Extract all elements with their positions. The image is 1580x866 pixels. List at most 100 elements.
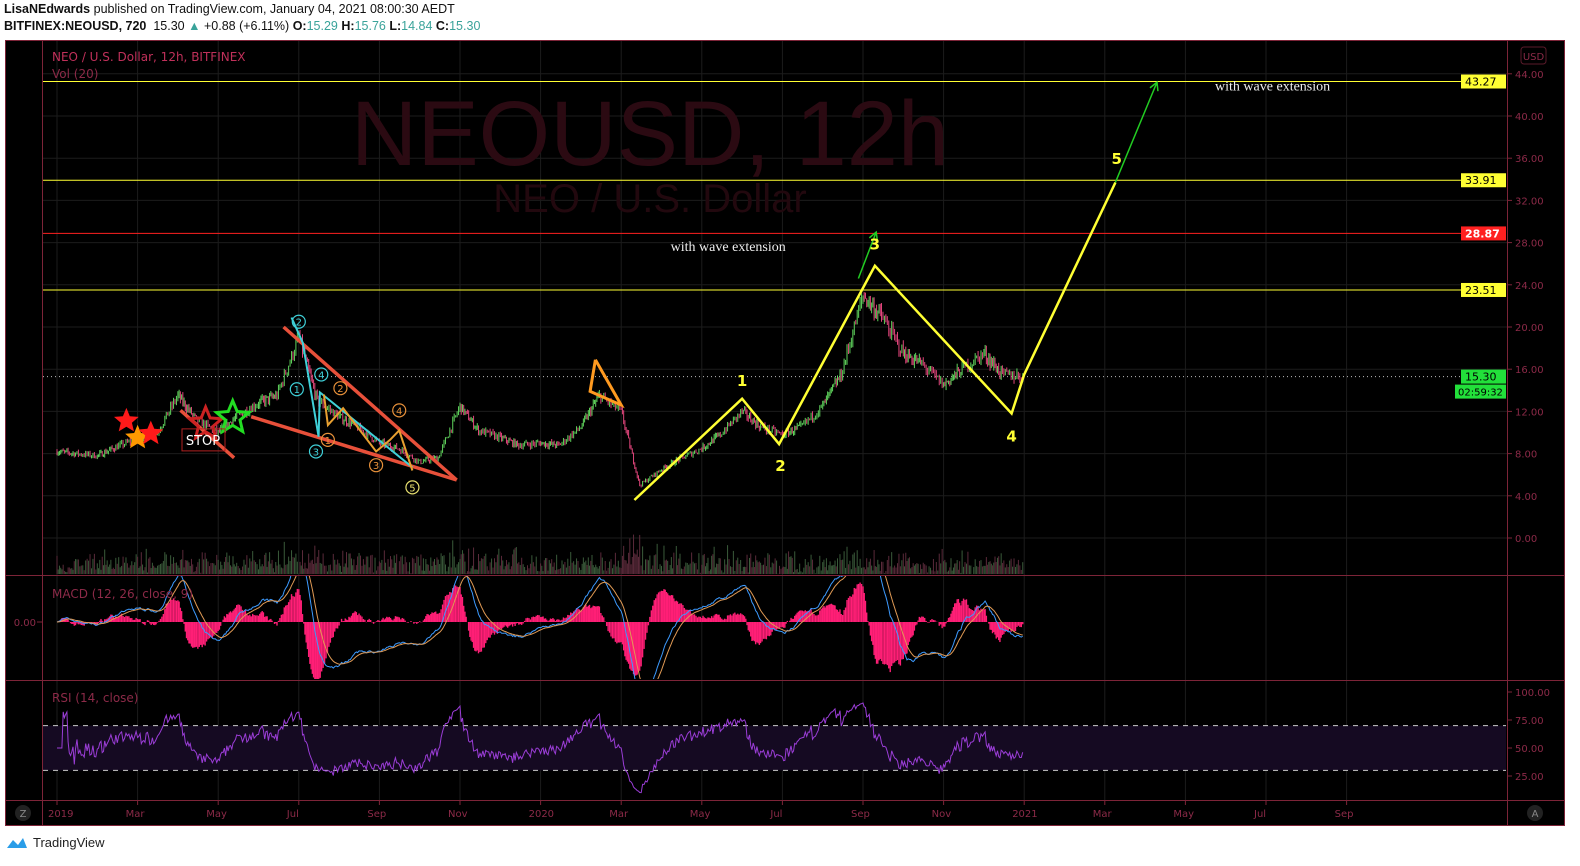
volume-bar [420, 554, 422, 574]
stop-label: STOP [186, 434, 220, 449]
volume-bar [381, 559, 383, 574]
volume-bar [203, 559, 205, 574]
volume-bar [292, 557, 294, 574]
volume-bar [961, 550, 963, 574]
volume-bar [474, 569, 476, 574]
volume-bar [661, 565, 662, 574]
volume-bar [791, 557, 793, 574]
volume-bar [213, 563, 215, 574]
volume-bar [677, 565, 679, 574]
level-price-label: 33.91 [1465, 174, 1497, 187]
volume-bar [988, 562, 990, 574]
volume-bar [945, 562, 947, 574]
volume-bar [291, 550, 293, 574]
volume-bar [810, 554, 812, 574]
open-label: O: [292, 19, 307, 33]
volume-bar [368, 567, 370, 574]
volume-bar [350, 558, 352, 574]
volume-bar [695, 562, 697, 574]
volume-bar [353, 559, 355, 574]
volume-bar [171, 563, 173, 574]
author-name[interactable]: LisaNEdwards [4, 2, 91, 16]
auto-scale-button[interactable]: A [1527, 805, 1543, 821]
volume-bar [304, 562, 306, 574]
volume-bar [780, 568, 782, 574]
volume-bar [574, 564, 576, 574]
zoom-button[interactable]: Z [15, 805, 31, 821]
volume-bar [513, 549, 515, 574]
volume-bar [869, 558, 871, 574]
volume-bar [1003, 560, 1005, 574]
volume-bar [597, 568, 599, 574]
volume-bar [873, 550, 875, 574]
elliott-wave-path [633, 181, 1117, 501]
volume-bar [616, 566, 618, 574]
circled-count-label: 4 [396, 406, 402, 417]
volume-bar [314, 545, 316, 574]
volume-bar [952, 567, 954, 574]
volume-bar [959, 561, 961, 574]
volume-bar [701, 564, 703, 574]
last-price-label: 15.30 [1465, 371, 1497, 384]
volume-bar [667, 560, 669, 574]
volume-bar [232, 556, 234, 574]
volume-bar [300, 565, 302, 574]
volume-bar [234, 566, 236, 574]
volume-series [56, 534, 1024, 574]
wedge-trendline [282, 325, 458, 482]
volume-bar [380, 562, 382, 574]
volume-bar [370, 555, 372, 574]
volume-bar [382, 570, 384, 574]
volume-bar [562, 564, 564, 574]
price-tick-label: 20.00 [1515, 323, 1544, 334]
volume-bar [242, 566, 244, 574]
volume-bar [337, 559, 339, 574]
volume-bar [102, 565, 104, 574]
close-value: 15.30 [449, 19, 481, 33]
price-tick-label: 0.00 [1515, 534, 1537, 545]
volume-bar [877, 559, 879, 574]
volume-bar [582, 557, 584, 574]
volume-bar [835, 566, 837, 574]
volume-bar [347, 567, 349, 574]
volume-bar [433, 558, 435, 574]
volume-bar [360, 555, 362, 574]
time-tick-label: Jul [286, 809, 299, 820]
volume-bar [477, 553, 479, 574]
volume-bar [948, 570, 950, 574]
volume-bar [584, 562, 586, 574]
volume-bar [164, 552, 166, 574]
volume-bar [633, 534, 635, 574]
volume-bar [509, 569, 511, 574]
currency-button[interactable]: USD [1520, 46, 1547, 65]
volume-bar [1014, 566, 1016, 574]
volume-bar [397, 573, 399, 574]
macd-label: MACD (12, 26, close, 9) [52, 587, 193, 601]
circled-count-icon [314, 367, 329, 382]
volume-bar [957, 569, 959, 574]
volume-bar [417, 556, 419, 574]
volume-bar [220, 561, 222, 574]
volume-bar [714, 567, 716, 574]
volume-bar [822, 562, 824, 574]
axes: 0.00 4.00 8.00 12.00 16.00 20.00 24.00 28.00 32.… [37, 70, 1550, 820]
volume-bar [332, 553, 334, 574]
volume-bar [751, 567, 753, 574]
time-tick-label: Mar [126, 809, 146, 820]
circled-count-icon [368, 458, 384, 473]
volume-bar [115, 557, 117, 574]
volume-bar [813, 569, 815, 574]
volume-bar [915, 564, 917, 574]
time-tick-label: 2019 [48, 809, 73, 820]
volume-bar [527, 565, 529, 574]
volume-bar [729, 566, 731, 574]
volume-bar [419, 565, 421, 574]
watermark-sub: NEO / U.S. Dollar [493, 177, 806, 221]
volume-bar [946, 571, 948, 574]
volume-bar [349, 553, 351, 574]
tradingview-footer[interactable]: TradingView [6, 835, 105, 850]
volume-bar [119, 567, 121, 574]
volume-bar [551, 559, 553, 574]
volume-bar [998, 556, 1000, 574]
